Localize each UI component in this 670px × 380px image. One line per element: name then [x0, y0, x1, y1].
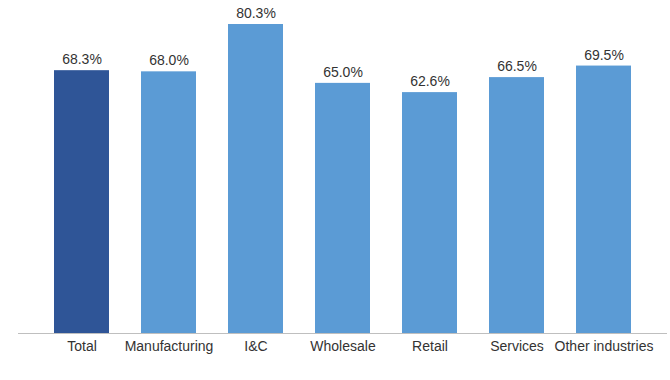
- svg-text:68.0%: 68.0%: [149, 52, 189, 68]
- svg-text:80.3%: 80.3%: [236, 5, 276, 21]
- svg-text:66.5%: 66.5%: [497, 58, 537, 74]
- svg-text:Total: Total: [67, 338, 97, 354]
- svg-text:68.3%: 68.3%: [62, 51, 102, 67]
- svg-text:62.6%: 62.6%: [410, 73, 450, 89]
- svg-text:I&C: I&C: [244, 338, 267, 354]
- svg-text:Services: Services: [490, 338, 544, 354]
- svg-text:Manufacturing: Manufacturing: [125, 338, 214, 354]
- svg-text:Other industries: Other industries: [555, 338, 654, 354]
- svg-text:69.5%: 69.5%: [584, 47, 624, 63]
- svg-text:Retail: Retail: [412, 338, 448, 354]
- svg-text:65.0%: 65.0%: [323, 64, 363, 80]
- svg-text:Wholesale: Wholesale: [310, 338, 376, 354]
